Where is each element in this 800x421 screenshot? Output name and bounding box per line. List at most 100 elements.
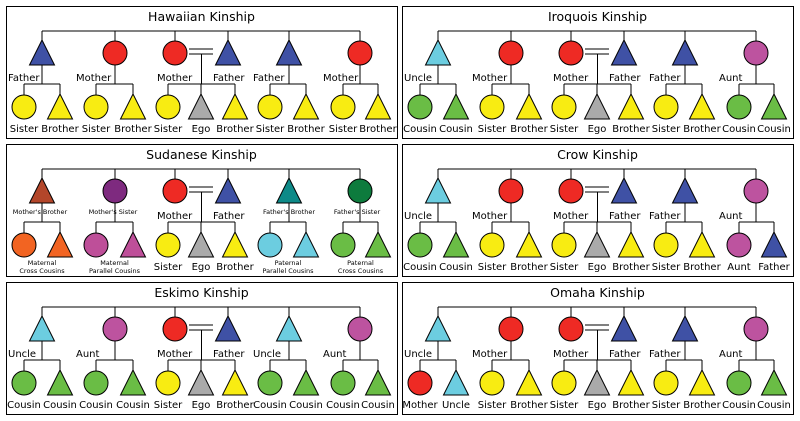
label-sister: Sister xyxy=(154,400,183,411)
label-father-s-sister: Father's Sister xyxy=(334,208,381,216)
label-brother: Brother xyxy=(683,400,721,411)
child-cousin-circle xyxy=(257,370,283,396)
panel-eskimo-kinship: Eskimo Kinship Uncle Aunt Mother Father Uncle… xyxy=(6,282,398,415)
parent-father-triangle xyxy=(214,314,242,342)
child-brother-triangle xyxy=(688,368,716,396)
parent-uncle-triangle xyxy=(275,314,303,342)
child-ego-triangle xyxy=(583,92,611,120)
parent-father-triangle xyxy=(610,38,638,66)
parent-mother-circle xyxy=(347,40,373,66)
child-sister-circle xyxy=(257,94,283,120)
label-paternal: Paternal xyxy=(347,259,374,267)
parent-father-triangle xyxy=(28,38,56,66)
label-cousin: Cousin xyxy=(757,124,791,135)
panel-iroquois-kinship: Iroquois Kinship Uncle Mother Mother Father F… xyxy=(402,6,794,139)
parent-aunt-circle xyxy=(743,178,769,204)
label-mother: Mother xyxy=(76,73,112,84)
label-sister: Sister xyxy=(652,400,681,411)
parent-mother-circle xyxy=(162,316,188,342)
parent-aunt-circle xyxy=(743,316,769,342)
label-aunt: Aunt xyxy=(719,73,743,84)
child-cousin-circle xyxy=(407,232,433,258)
child-sister-circle xyxy=(479,370,505,396)
label-uncle: Uncle xyxy=(404,73,432,84)
label-cousin: Cousin xyxy=(289,400,323,411)
label-parallel-cousins: Parallel Cousins xyxy=(262,267,314,275)
parent-father-triangle xyxy=(275,38,303,66)
label-father: Father xyxy=(609,73,641,84)
label-cousin: Cousin xyxy=(7,400,41,411)
child-ego-triangle xyxy=(583,368,611,396)
panel-title: Iroquois Kinship xyxy=(548,9,647,24)
child-cousin-circle xyxy=(11,370,37,396)
label-brother: Brother xyxy=(510,124,548,135)
child-sister-circle xyxy=(551,232,577,258)
label-cousin: Cousin xyxy=(79,400,113,411)
child-brother-triangle xyxy=(688,230,716,258)
label-mother: Mother xyxy=(472,211,508,222)
child-cousin-triangle xyxy=(46,368,74,396)
label-mother: Mother xyxy=(157,73,193,84)
child-sister-circle xyxy=(83,94,109,120)
parent-mother-circle xyxy=(558,316,584,342)
label-cousin: Cousin xyxy=(361,400,395,411)
label-uncle: Uncle xyxy=(442,400,470,411)
child-brother-triangle xyxy=(364,92,392,120)
parent-mother-s-sister-circle xyxy=(102,178,128,204)
label-uncle: Uncle xyxy=(253,349,281,360)
label-sister: Sister xyxy=(10,124,39,135)
child-brother-triangle xyxy=(617,230,645,258)
label-sister: Sister xyxy=(478,400,507,411)
label-father-s-brother: Father's Brother xyxy=(263,208,315,216)
child-cousin-triangle xyxy=(364,368,392,396)
child-brother-triangle xyxy=(617,92,645,120)
label-cousin: Cousin xyxy=(116,400,150,411)
child-blank-triangle xyxy=(364,230,392,258)
child-brother-triangle xyxy=(221,230,249,258)
label-mother: Mother xyxy=(553,73,589,84)
child-brother-triangle xyxy=(292,92,320,120)
label-sister: Sister xyxy=(154,124,183,135)
label-cousin: Cousin xyxy=(403,262,437,273)
label-cousin: Cousin xyxy=(43,400,77,411)
label-cousin: Cousin xyxy=(757,400,791,411)
label-brother: Brother xyxy=(359,124,397,135)
label-ego: Ego xyxy=(588,124,607,135)
label-uncle: Uncle xyxy=(404,349,432,360)
child-blank-circle xyxy=(11,232,37,258)
label-brother: Brother xyxy=(683,262,721,273)
parent-mother-s-brother-triangle xyxy=(28,176,56,204)
child-uncle-triangle xyxy=(442,368,470,396)
label-cousin: Cousin xyxy=(439,124,473,135)
parent-mother-circle xyxy=(102,40,128,66)
child-father-triangle xyxy=(760,230,788,258)
label-aunt: Aunt xyxy=(719,211,743,222)
label-mother: Mother xyxy=(157,349,193,360)
label-brother: Brother xyxy=(216,400,254,411)
label-mother: Mother xyxy=(402,400,438,411)
child-cousin-circle xyxy=(407,94,433,120)
label-brother: Brother xyxy=(683,124,721,135)
label-father: Father xyxy=(213,211,245,222)
panel-title: Sudanese Kinship xyxy=(146,147,257,162)
label-father: Father xyxy=(649,73,681,84)
parent-father-triangle xyxy=(671,38,699,66)
label-cousin: Cousin xyxy=(326,400,360,411)
label-ego: Ego xyxy=(588,400,607,411)
child-sister-circle xyxy=(653,232,679,258)
label-sister: Sister xyxy=(652,262,681,273)
label-aunt: Aunt xyxy=(719,349,743,360)
label-brother: Brother xyxy=(216,262,254,273)
label-aunt: Aunt xyxy=(727,262,751,273)
child-blank-circle xyxy=(83,232,109,258)
parent-mother-circle xyxy=(162,178,188,204)
label-cross-cousins: Cross Cousins xyxy=(19,267,65,275)
label-father: Father xyxy=(213,73,245,84)
parent-father-s-brother-triangle xyxy=(275,176,303,204)
child-sister-circle xyxy=(155,232,181,258)
panel-sudanese-kinship: Sudanese Kinship Mother's Brother Mother's… xyxy=(6,144,398,277)
label-brother: Brother xyxy=(287,124,325,135)
child-brother-triangle xyxy=(515,368,543,396)
child-cousin-triangle xyxy=(119,368,147,396)
